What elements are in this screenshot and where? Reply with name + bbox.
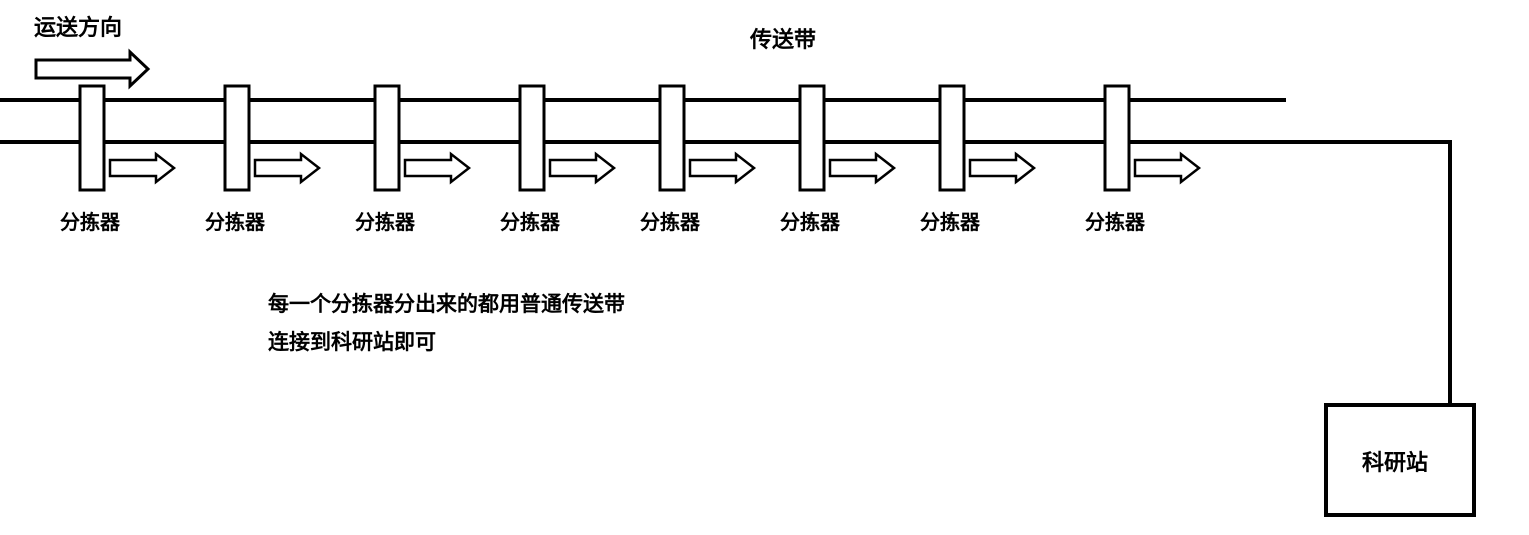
sorter-label: 分拣器 [780,206,840,235]
sorter-label: 分拣器 [640,206,700,235]
note-line2: 连接到科研站即可 [268,326,436,356]
station-label: 科研站 [1362,445,1428,477]
note-line1: 每一个分拣器分出来的都用普通传送带 [268,288,625,318]
sorter-label: 分拣器 [60,206,120,235]
sorter-label: 分拣器 [1085,206,1145,235]
sorter-label: 分拣器 [500,206,560,235]
diagram-canvas [0,0,1529,535]
conveyor-label: 传送带 [750,22,816,54]
direction-label: 运送方向 [34,10,122,42]
sorter-label: 分拣器 [205,206,265,235]
sorter-label: 分拣器 [920,206,980,235]
sorter-label: 分拣器 [355,206,415,235]
